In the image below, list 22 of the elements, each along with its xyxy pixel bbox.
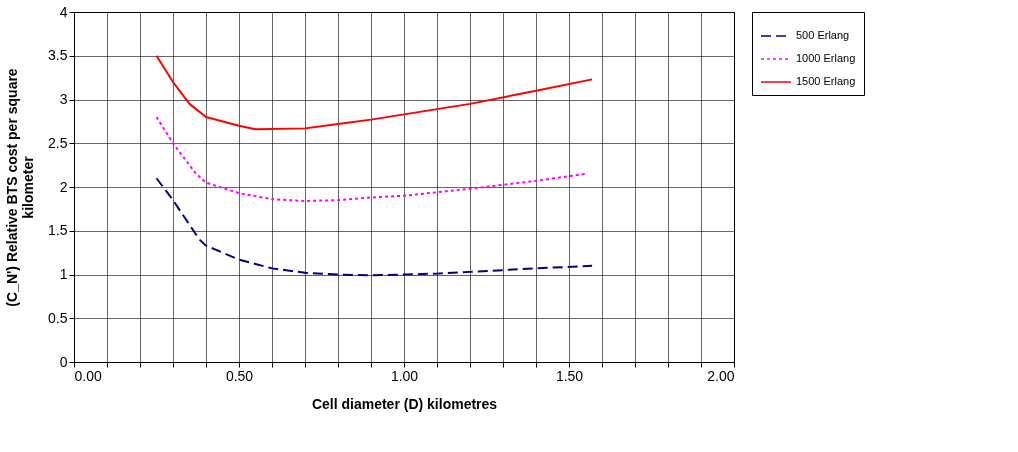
y-tick-label: 4 <box>59 3 68 20</box>
line-series <box>155 177 594 277</box>
x-tick-label: 1.00 <box>390 367 419 384</box>
x-tick-label: 0.00 <box>74 367 102 384</box>
y-tick-label: 0 <box>59 353 68 370</box>
y-axis-title: (C_N') Relative BTS cost per square kilometer <box>4 68 37 307</box>
y-tick-label: 1 <box>59 266 68 282</box>
legend-label: 1000 Erlang <box>796 52 856 64</box>
y-tick-label: 3.5 <box>48 47 68 64</box>
y-tick-label: 2.5 <box>48 134 68 151</box>
x-tick-label: 0.50 <box>225 367 254 384</box>
y-tick-label: 3 <box>59 91 68 107</box>
legend-label: 1500 Erlang <box>796 75 856 87</box>
y-tick-label: 2 <box>59 178 68 195</box>
x-tick-label: 1.50 <box>555 367 584 384</box>
legend-label: 500 Erlang <box>796 29 850 41</box>
x-tick-label: 2.00 <box>707 367 735 384</box>
x-axis-title: Cell diameter (D) kilometres <box>311 395 498 412</box>
y-tick-label: 1.5 <box>48 222 68 239</box>
line-series <box>155 54 594 131</box>
y-tick-label: 0.5 <box>48 309 68 326</box>
line-series <box>155 116 587 202</box>
